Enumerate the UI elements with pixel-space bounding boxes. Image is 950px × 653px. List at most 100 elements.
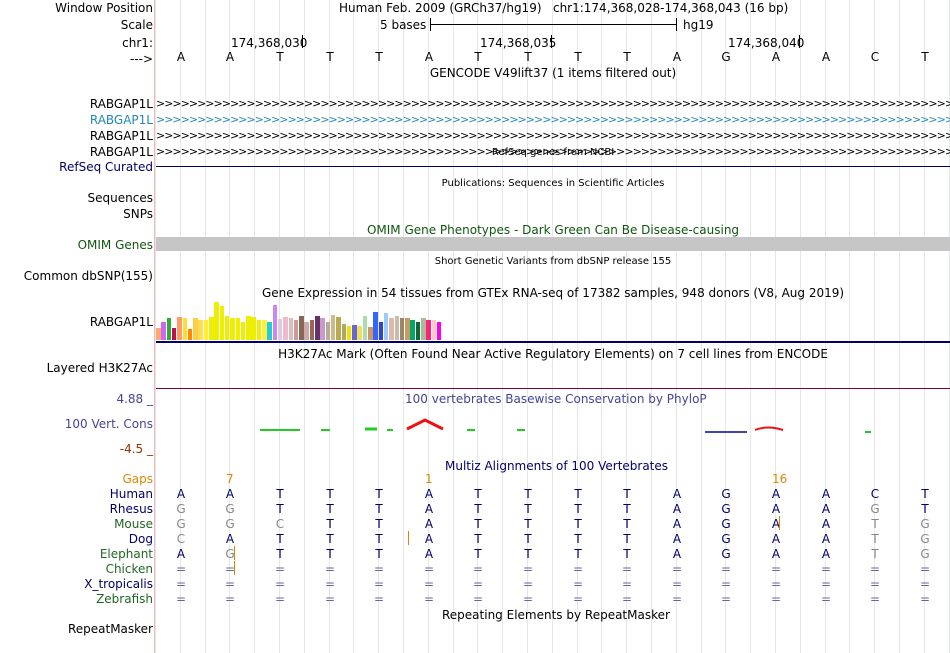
- gtex-tissue-bar[interactable]: [277, 319, 283, 340]
- gtex-tissue-bar[interactable]: [166, 318, 172, 340]
- gtex-tissue-bar[interactable]: [341, 324, 346, 340]
- gtex-tissue-bar[interactable]: [405, 318, 410, 340]
- gtex-tissue-bar[interactable]: [315, 316, 320, 340]
- gencode-transcript-arrows[interactable]: >>>>>>>>>>>>>>>>>>>>>>>>>>>>>>>>>>>>>>>>…: [156, 114, 950, 126]
- gtex-tissue-bar[interactable]: [336, 317, 341, 340]
- gtex-tissue-bar[interactable]: [288, 318, 293, 340]
- gencode-transcript-arrows[interactable]: >>>>>>>>>>>>>>>>>>>>>>>>>>>>>>>>>>>>>>>>…: [156, 130, 950, 142]
- gtex-tissue-bar[interactable]: [352, 325, 357, 340]
- gtex-tissue-bar[interactable]: [283, 317, 288, 340]
- gtex-tissue-bar[interactable]: [272, 305, 278, 340]
- gtex-tissue-bar[interactable]: [383, 313, 389, 340]
- species-label[interactable]: Human: [109, 487, 153, 501]
- gtex-tissue-bar[interactable]: [267, 322, 272, 340]
- alignment-base: =: [373, 592, 385, 606]
- omim-label[interactable]: OMIM Genes: [77, 238, 153, 252]
- h3k27ac-label[interactable]: Layered H3K27Ac: [46, 361, 153, 375]
- repeatmasker-label[interactable]: RepeatMasker: [67, 622, 153, 636]
- alignment-base: G: [721, 532, 731, 546]
- gencode-transcript-label[interactable]: RABGAP1L: [89, 97, 153, 111]
- gtex-tissue-bar[interactable]: [299, 316, 304, 340]
- gtex-tissue-bar[interactable]: [320, 318, 325, 340]
- alignment-base: T: [474, 487, 482, 501]
- gtex-tissue-bar[interactable]: [262, 320, 267, 340]
- gtex-tissue-bar[interactable]: [246, 316, 251, 340]
- gtex-expression-chart[interactable]: [156, 300, 556, 340]
- gtex-tissue-bar[interactable]: [224, 316, 230, 340]
- gtex-tissue-bar[interactable]: [182, 318, 187, 340]
- species-label[interactable]: Dog: [128, 532, 153, 546]
- gtex-tissue-bar[interactable]: [410, 320, 415, 340]
- alignment-base: T: [574, 532, 582, 546]
- gtex-tissue-bar[interactable]: [203, 320, 209, 340]
- gtex-tissue-bar[interactable]: [346, 326, 352, 340]
- gtex-tissue-bar[interactable]: [171, 328, 177, 340]
- alignment-base: A: [821, 517, 831, 531]
- gtex-tissue-bar[interactable]: [378, 322, 384, 340]
- sequences-label[interactable]: Sequences: [87, 191, 153, 205]
- refseq-label[interactable]: RefSeq Curated: [59, 160, 153, 174]
- species-label[interactable]: Rhesus: [109, 502, 153, 516]
- alignment-base: =: [671, 592, 683, 606]
- gtex-tissue-bar[interactable]: [251, 317, 256, 340]
- alignment-base: G: [721, 547, 731, 561]
- scale-bar-right-tick: [676, 18, 677, 31]
- alignment-base: T: [871, 517, 879, 531]
- gtex-gene-label[interactable]: RABGAP1L: [89, 315, 153, 329]
- gtex-tissue-bar[interactable]: [214, 302, 219, 340]
- gtex-tissue-bar[interactable]: [156, 328, 161, 340]
- gtex-tissue-bar[interactable]: [330, 315, 336, 340]
- gtex-tissue-bar[interactable]: [399, 318, 405, 340]
- gtex-tissue-bar[interactable]: [357, 326, 362, 340]
- strand-arrow-label[interactable]: --->: [129, 52, 153, 66]
- gtex-tissue-bar[interactable]: [325, 322, 331, 340]
- gtex-tissue-bar[interactable]: [373, 312, 378, 340]
- gtex-tissue-bar[interactable]: [426, 320, 431, 340]
- gtex-tissue-bar[interactable]: [362, 316, 368, 340]
- gencode-transcript-label[interactable]: RABGAP1L: [89, 129, 153, 143]
- gtex-tissue-bar[interactable]: [161, 322, 166, 340]
- snps-label[interactable]: SNPs: [123, 207, 153, 221]
- gtex-tissue-bar[interactable]: [209, 317, 214, 340]
- gtex-tissue-bar[interactable]: [394, 316, 399, 340]
- gtex-tissue-bar[interactable]: [436, 322, 442, 340]
- gtex-tissue-bar[interactable]: [368, 327, 373, 340]
- gtex-tissue-bar[interactable]: [293, 320, 299, 340]
- gtex-tissue-bar[interactable]: [187, 329, 193, 340]
- gencode-transcript-arrows[interactable]: >>>>>>>>>>>>>>>>>>>>>>>>>>>>>>>>>>>>>>>>…: [156, 146, 950, 158]
- reference-base: T: [921, 50, 929, 64]
- gtex-tissue-bar[interactable]: [177, 317, 182, 340]
- species-label[interactable]: Elephant: [99, 547, 153, 561]
- gtex-tissue-bar[interactable]: [256, 320, 262, 340]
- phylop-signal[interactable]: [155, 405, 950, 445]
- alignment-base: T: [276, 547, 284, 561]
- gtex-tissue-bar[interactable]: [389, 318, 394, 340]
- alignment-base: A: [176, 547, 186, 561]
- gtex-tissue-bar[interactable]: [421, 318, 426, 340]
- gtex-tissue-bar[interactable]: [193, 318, 198, 340]
- alignment-base: G: [721, 502, 731, 516]
- gtex-tissue-bar[interactable]: [235, 318, 240, 340]
- omim-gene-bar[interactable]: [156, 237, 950, 251]
- alignment-base: A: [672, 517, 682, 531]
- refseq-gene-line[interactable]: [156, 166, 950, 167]
- gencode-transcript-label[interactable]: RABGAP1L: [89, 145, 153, 159]
- species-label[interactable]: Mouse: [114, 517, 153, 531]
- gtex-tissue-bar[interactable]: [240, 322, 246, 340]
- gencode-transcript-arrows[interactable]: >>>>>>>>>>>>>>>>>>>>>>>>>>>>>>>>>>>>>>>>…: [156, 98, 950, 110]
- gtex-tissue-bar[interactable]: [304, 322, 309, 340]
- alignment-base: =: [472, 562, 484, 576]
- gtex-tissue-bar[interactable]: [415, 322, 421, 340]
- species-label[interactable]: Zebrafish: [96, 592, 153, 606]
- gtex-tissue-bar[interactable]: [230, 318, 235, 340]
- alignment-base: =: [175, 592, 187, 606]
- gencode-transcript-label[interactable]: RABGAP1L: [89, 113, 153, 127]
- gtex-tissue-bar[interactable]: [309, 320, 315, 340]
- species-label[interactable]: X_tropicalis: [84, 577, 153, 591]
- gtex-tissue-bar[interactable]: [219, 306, 225, 340]
- species-label[interactable]: Chicken: [105, 562, 153, 576]
- gtex-tissue-bar[interactable]: [198, 320, 203, 340]
- gtex-tissue-bar[interactable]: [431, 320, 437, 340]
- dbsnp-label[interactable]: Common dbSNP(155): [23, 269, 153, 283]
- phylop-track-label[interactable]: 100 Vert. Cons: [64, 417, 153, 431]
